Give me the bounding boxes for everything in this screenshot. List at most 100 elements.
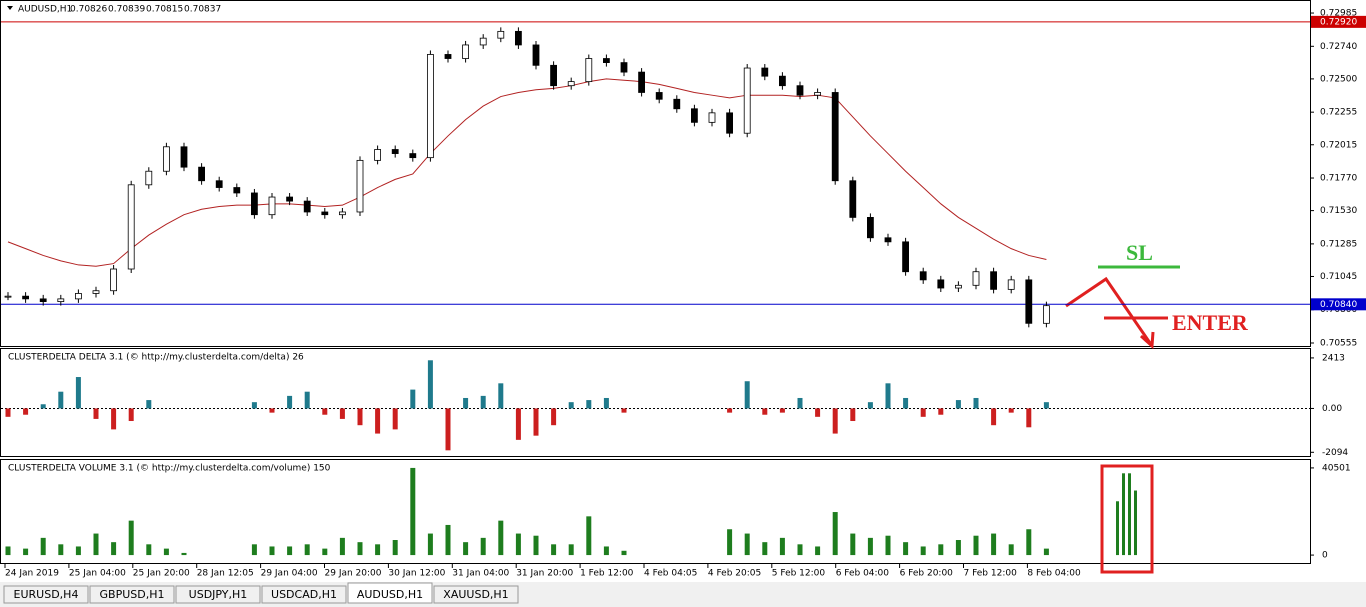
candle (1043, 305, 1050, 324)
candle (286, 196, 294, 202)
volume-bar (762, 542, 768, 556)
candle (620, 62, 628, 73)
ohlc-value: 0.70815 (146, 5, 183, 15)
volume-bar (815, 546, 821, 556)
projected-volume (1122, 473, 1125, 556)
delta-bar (779, 408, 785, 413)
delta-bar (93, 408, 99, 419)
delta-bar (304, 391, 310, 409)
volume-bar (832, 512, 838, 556)
candle (515, 30, 522, 46)
candle (127, 184, 135, 270)
delta-bar (1008, 408, 1014, 413)
delta-bar (762, 408, 768, 415)
candle (867, 217, 874, 239)
delta-bar (375, 408, 381, 434)
candle (22, 295, 30, 300)
delta-bar (938, 408, 944, 415)
delta-title: CLUSTERDELTA DELTA 3.1 (© http://my.clus… (8, 353, 304, 363)
candle (550, 64, 557, 87)
tab[interactable] (261, 585, 347, 604)
projected-volume (1128, 473, 1131, 556)
volume-bar (146, 544, 152, 556)
tab[interactable] (433, 585, 519, 604)
delta-bar (515, 408, 521, 440)
candle (796, 85, 804, 96)
volume-bar (5, 546, 11, 556)
delta-bar (603, 397, 609, 409)
tab-label: XAUUSD,H1 (443, 588, 508, 601)
time-label: 28 Jan 12:05 (197, 569, 254, 579)
delta-bar (75, 377, 81, 409)
menu-arrow[interactable] (7, 6, 13, 10)
delta-bar (128, 408, 134, 422)
candle (110, 268, 117, 292)
candle (972, 271, 980, 286)
delta-bar (568, 402, 574, 409)
time-label: 7 Feb 12:00 (964, 569, 1018, 579)
volume-bar (903, 542, 909, 556)
time-label: 30 Jan 12:00 (388, 569, 445, 579)
volume-bar (885, 535, 891, 556)
volume-title: CLUSTERDELTA VOLUME 3.1 (© http://my.clu… (8, 464, 331, 474)
delta-bar (903, 397, 909, 409)
price-label: 0.72255 (1320, 108, 1357, 118)
time-label: 31 Jan 04:00 (452, 569, 509, 579)
volume-bar (744, 533, 750, 556)
volume-bar (515, 533, 521, 556)
volume-bar (128, 520, 134, 556)
tab[interactable] (175, 585, 261, 604)
tab[interactable] (347, 582, 433, 604)
volume-bar (1043, 548, 1049, 556)
tab[interactable] (3, 585, 89, 604)
candle (955, 284, 962, 289)
tab-label: GBPUSD,H1 (100, 588, 165, 601)
delta-bar (251, 402, 257, 409)
tab[interactable] (89, 585, 175, 604)
delta-bar (815, 408, 821, 417)
candle (585, 58, 593, 83)
candle (638, 71, 645, 93)
candle (479, 37, 487, 46)
time-label: 29 Jan 20:00 (325, 569, 382, 579)
candle (426, 54, 434, 159)
candle (814, 92, 821, 96)
candle (902, 241, 909, 273)
delta-bar (744, 381, 750, 409)
time-label: 6 Feb 04:00 (836, 569, 890, 579)
volume-bar (392, 540, 398, 556)
volume-bar (498, 520, 504, 556)
candle (145, 170, 153, 186)
candle (708, 112, 716, 123)
delta-bar (463, 397, 469, 409)
delta-bar (586, 400, 592, 409)
volume-bar (75, 546, 81, 556)
candle (409, 153, 417, 159)
candle (849, 180, 857, 218)
volume-bar (973, 535, 979, 556)
candle (779, 75, 786, 87)
ohlc-value: 0.70839 (108, 5, 145, 15)
volume-bar (163, 548, 169, 556)
delta-bar (445, 408, 451, 451)
price-label: 0.71530 (1320, 206, 1357, 216)
enter-label: ENTER (1172, 310, 1249, 335)
time-label: 8 Feb 04:00 (1027, 569, 1081, 579)
candle (1025, 279, 1033, 324)
volume-bar (920, 546, 926, 556)
candle (743, 67, 751, 134)
candle (726, 112, 733, 134)
candle (4, 295, 12, 298)
time-label: 25 Jan 04:00 (69, 569, 126, 579)
delta-bar (955, 400, 961, 409)
volume-bar (357, 542, 363, 556)
delta-bar (339, 408, 345, 419)
candle (990, 271, 997, 290)
volume-bar (23, 548, 29, 556)
volume-bar (1026, 529, 1032, 556)
tab-label: USDJPY,H1 (189, 588, 248, 601)
volume-bar (867, 537, 873, 556)
delta-bar (920, 408, 926, 417)
volume-bar (938, 544, 944, 556)
volume-bar (463, 542, 469, 556)
